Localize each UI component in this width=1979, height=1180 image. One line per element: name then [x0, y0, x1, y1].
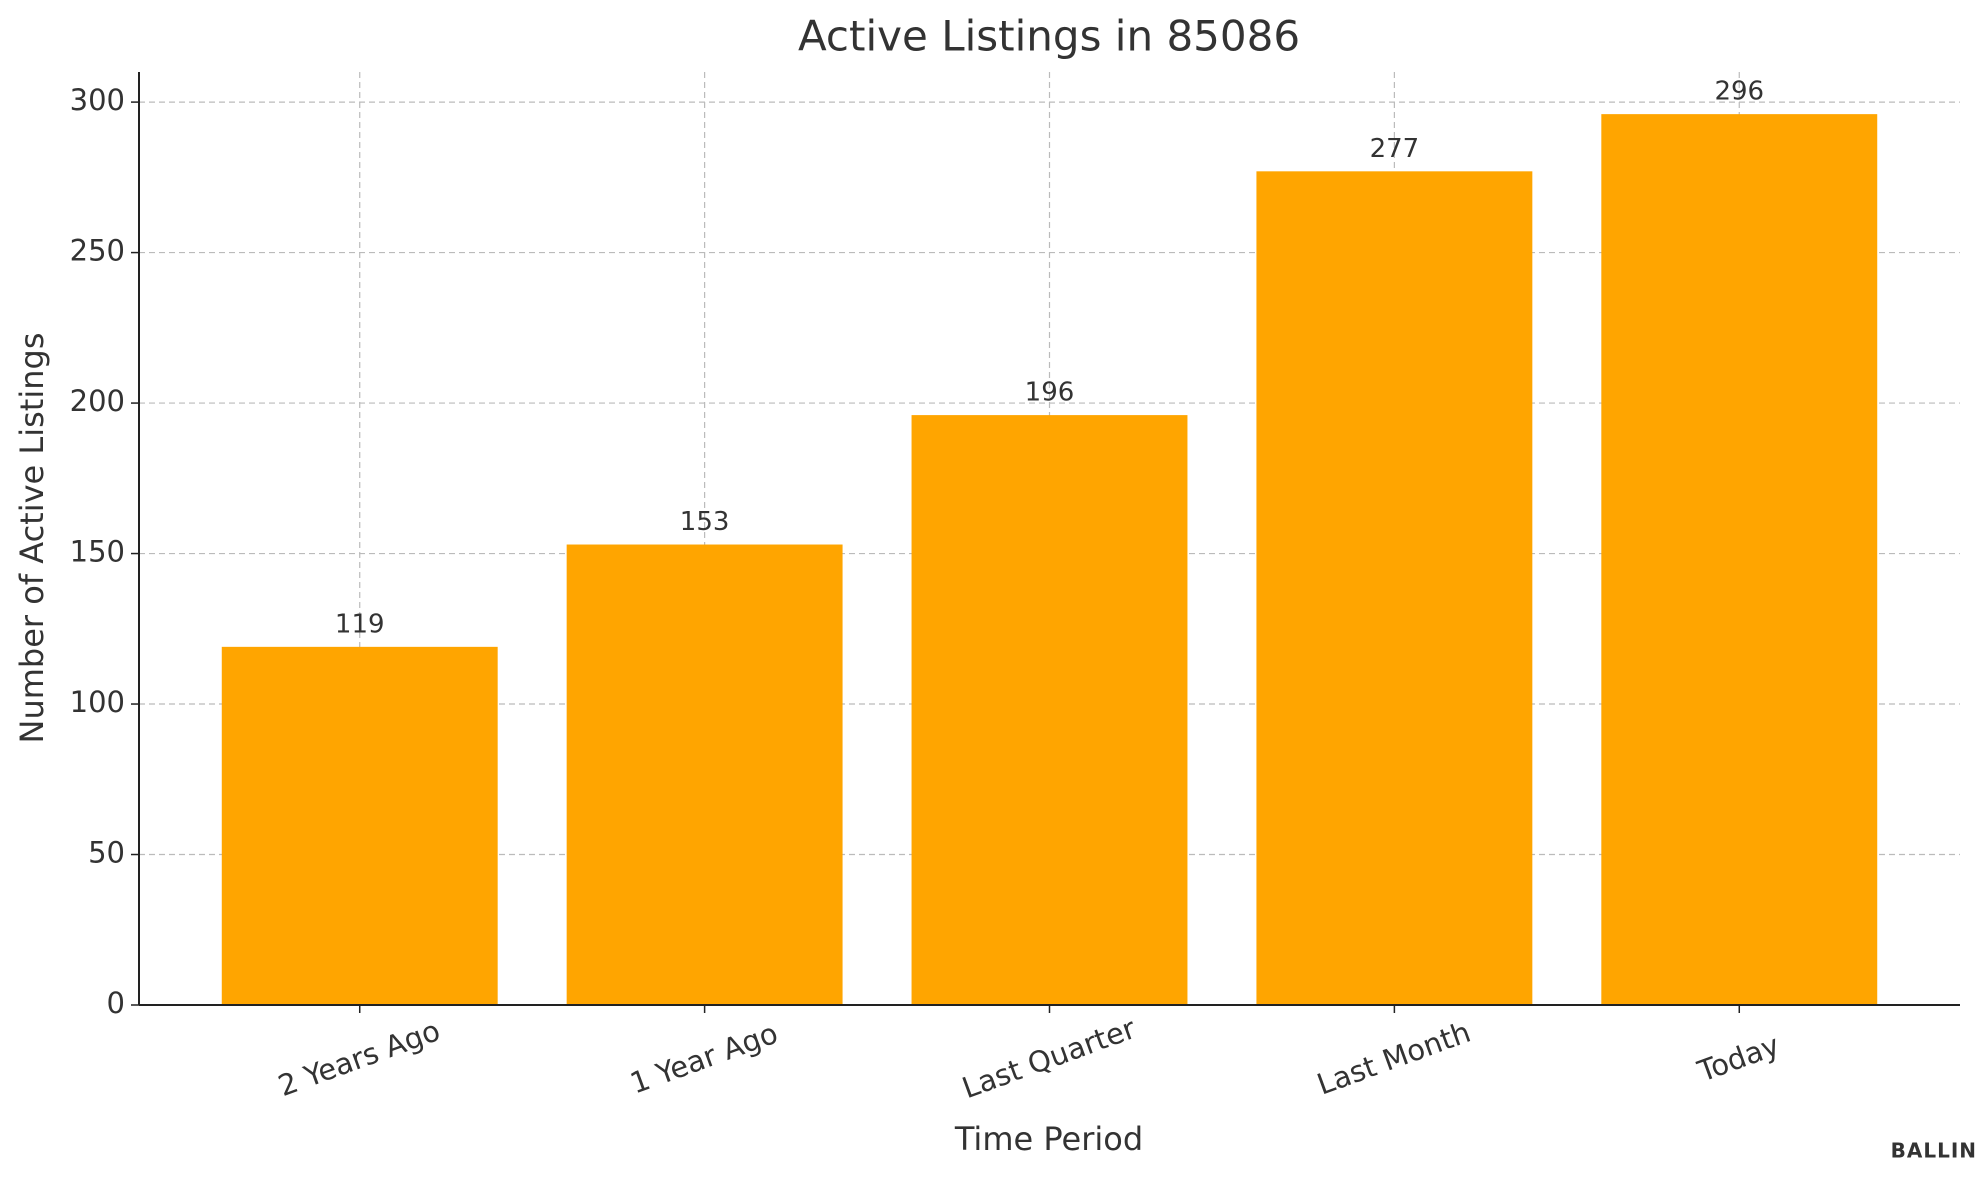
watermark: BALLIN [1891, 1139, 1977, 1163]
x-tick-label: Today [1692, 1028, 1783, 1089]
y-tick-label: 50 [88, 836, 125, 870]
y-tick-label: 250 [70, 234, 125, 268]
x-tick-label: Last Month [1312, 1015, 1474, 1102]
x-tick-label: Last Quarter [958, 1011, 1140, 1105]
bar [566, 544, 843, 1005]
x-tick-label: 2 Years Ago [274, 1013, 445, 1103]
y-axis-label: Number of Active Listings [13, 333, 51, 744]
bar [1601, 114, 1878, 1005]
value-label: 153 [680, 507, 730, 537]
chart-title: Active Listings in 85086 [798, 12, 1300, 61]
value-label: 296 [1714, 77, 1764, 107]
y-tick-label: 300 [70, 83, 125, 117]
value-label: 196 [1025, 378, 1075, 408]
y-tick-label: 200 [70, 384, 125, 418]
x-tick-label: 1 Year Ago [626, 1016, 783, 1101]
bar [1256, 171, 1533, 1006]
y-tick-label: 150 [70, 535, 125, 569]
bar [911, 415, 1188, 1005]
x-axis-label: Time Period [954, 1120, 1143, 1158]
value-label: 119 [335, 609, 385, 639]
y-tick-label: 0 [107, 986, 125, 1020]
y-tick-label: 100 [70, 685, 125, 719]
bar [221, 646, 498, 1005]
value-label: 277 [1370, 134, 1420, 164]
